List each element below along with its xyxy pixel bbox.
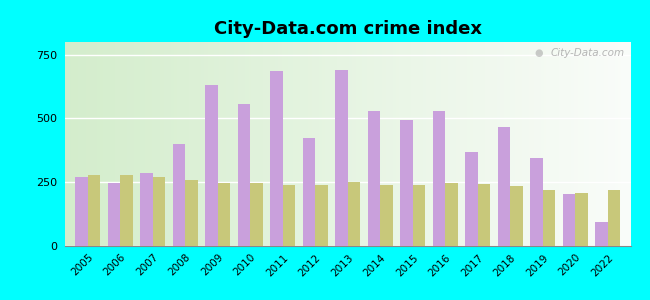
Bar: [153, 177, 165, 246]
Bar: [413, 185, 425, 246]
Text: City-Data.com: City-Data.com: [551, 48, 625, 58]
Bar: [368, 111, 380, 246]
Bar: [465, 152, 478, 246]
Bar: [400, 120, 413, 246]
Bar: [303, 138, 315, 246]
Bar: [140, 173, 153, 246]
Bar: [108, 183, 120, 246]
Text: ●: ●: [534, 48, 543, 58]
Bar: [205, 85, 218, 246]
Bar: [185, 180, 198, 246]
Bar: [173, 144, 185, 246]
Bar: [270, 71, 283, 246]
Bar: [75, 177, 88, 246]
Bar: [283, 185, 295, 246]
Bar: [575, 193, 588, 246]
Bar: [563, 194, 575, 246]
Bar: [433, 111, 445, 246]
Bar: [510, 186, 523, 246]
Bar: [238, 104, 250, 246]
Bar: [478, 184, 490, 246]
Bar: [608, 190, 620, 246]
Title: City-Data.com crime index: City-Data.com crime index: [214, 20, 482, 38]
Bar: [543, 190, 555, 246]
Bar: [498, 128, 510, 246]
Bar: [595, 222, 608, 246]
Bar: [315, 185, 328, 246]
Bar: [380, 185, 393, 246]
Bar: [250, 183, 263, 246]
Bar: [218, 183, 230, 246]
Bar: [445, 183, 458, 246]
Bar: [530, 158, 543, 246]
Bar: [335, 70, 348, 246]
Bar: [120, 175, 133, 246]
Bar: [348, 182, 360, 246]
Bar: [88, 175, 100, 246]
